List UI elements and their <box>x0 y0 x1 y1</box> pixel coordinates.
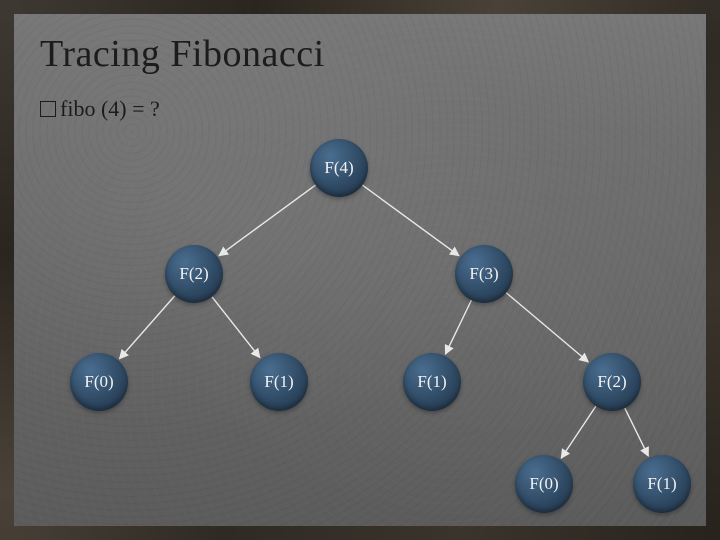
tree-edge <box>445 300 471 354</box>
tree-node: F(1) <box>633 455 691 513</box>
tree-node: F(0) <box>70 353 128 411</box>
subtitle-row: fibo (4) = ? <box>40 96 160 122</box>
tree-edge <box>561 406 596 458</box>
tree-node: F(1) <box>403 353 461 411</box>
tree-node: F(2) <box>165 245 223 303</box>
slide-subtitle: fibo (4) = ? <box>60 96 160 122</box>
bullet-icon <box>40 101 56 117</box>
fibonacci-tree: F(4)F(2)F(3)F(0)F(1)F(1)F(2)F(0)F(1) <box>14 124 706 524</box>
slide-title: Tracing Fibonacci <box>40 32 325 76</box>
tree-node: F(1) <box>250 353 308 411</box>
tree-edge <box>119 296 174 359</box>
tree-node: F(3) <box>455 245 513 303</box>
tree-node: F(0) <box>515 455 573 513</box>
tree-node: F(2) <box>583 353 641 411</box>
tree-edge <box>362 185 459 256</box>
slide-background: Tracing Fibonacci fibo (4) = ? F(4)F(2)F… <box>14 14 706 526</box>
tree-edge <box>625 408 649 456</box>
tree-edge <box>506 293 588 362</box>
tree-edge <box>219 185 316 256</box>
tree-node: F(4) <box>310 139 368 197</box>
tree-edge <box>212 297 260 358</box>
